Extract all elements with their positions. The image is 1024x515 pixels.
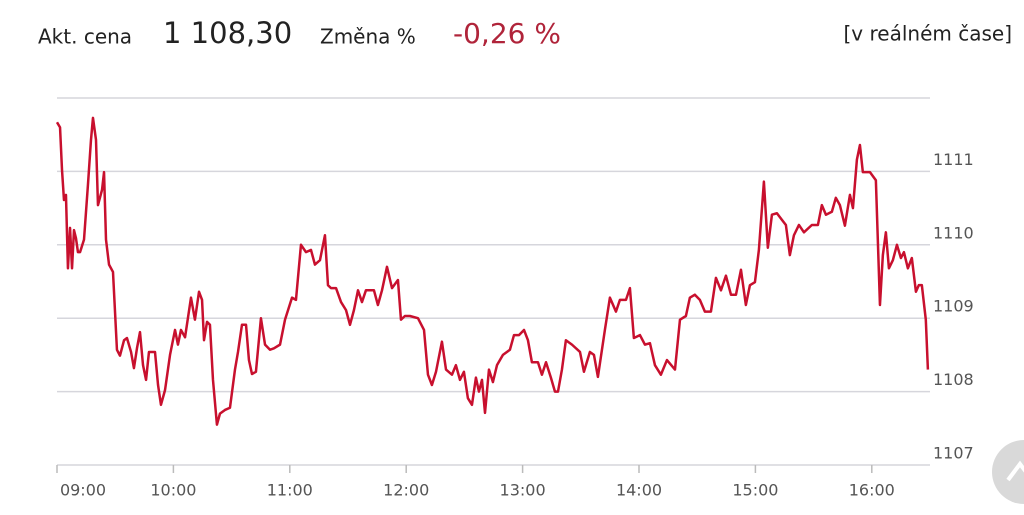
x-tick-label: 13:00 [500, 481, 546, 500]
y-tick-label: 1108 [933, 370, 974, 389]
price: 1 108,30 [163, 16, 292, 50]
change-label: Změna % [320, 25, 416, 49]
scroll-top-icon [1006, 460, 1024, 482]
price-label: Akt. cena [38, 25, 132, 49]
y-tick-label: 1107 [933, 444, 974, 463]
y-tick-label: 1110 [933, 223, 974, 242]
x-tick-label: 10:00 [150, 481, 196, 500]
x-tick-label: 14:00 [616, 481, 662, 500]
scroll-top-button[interactable] [992, 440, 1024, 504]
x-tick-label: 12:00 [383, 481, 429, 500]
x-tick-label: 09:00 [60, 481, 106, 500]
y-tick-label: 1109 [933, 297, 974, 316]
y-tick-label: 1111 [933, 150, 974, 169]
x-tick-label: 16:00 [849, 481, 895, 500]
x-tick-label: 15:00 [732, 481, 778, 500]
price-line [55, 116, 930, 426]
mode-label: [v reálném čase] [844, 22, 1013, 46]
change: -0,26 % [453, 17, 561, 50]
x-tick-label: 11:00 [267, 481, 313, 500]
